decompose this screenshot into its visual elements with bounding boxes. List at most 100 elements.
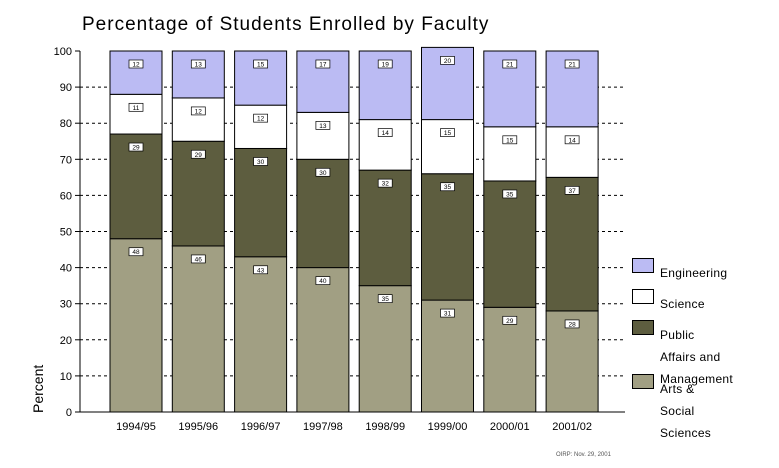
bar-segment bbox=[296, 158, 350, 269]
bar-segment bbox=[483, 306, 537, 413]
data-label: 31 bbox=[444, 311, 452, 318]
bar-segment bbox=[234, 147, 288, 258]
data-label: 19 bbox=[382, 62, 390, 69]
data-label: 12 bbox=[257, 116, 265, 123]
bar-segment bbox=[171, 245, 225, 413]
x-tick-label: 1997/98 bbox=[303, 421, 343, 433]
data-label-box bbox=[190, 106, 206, 116]
y-tick-label: 20 bbox=[60, 335, 72, 347]
data-label-box bbox=[440, 56, 455, 65]
data-label: 20 bbox=[444, 58, 452, 65]
data-label-box bbox=[315, 121, 331, 130]
bar-segment bbox=[234, 50, 288, 106]
x-tick-label: 1994/95 bbox=[116, 421, 156, 433]
y-axis-label: Percent bbox=[30, 365, 46, 413]
x-tick-label: 1998/99 bbox=[365, 421, 405, 433]
bar-segment bbox=[234, 104, 288, 149]
y-tick-label: 50 bbox=[60, 227, 72, 239]
data-label-box bbox=[502, 315, 518, 325]
data-label-box bbox=[377, 294, 393, 303]
data-label-box bbox=[377, 128, 393, 137]
data-label-box bbox=[128, 59, 144, 69]
data-label: 29 bbox=[132, 145, 140, 152]
data-label-box bbox=[440, 128, 455, 137]
y-tick-label: 100 bbox=[54, 46, 72, 58]
data-label: 13 bbox=[319, 123, 327, 130]
data-label: 17 bbox=[319, 62, 327, 69]
data-label: 30 bbox=[257, 159, 265, 166]
data-label: 48 bbox=[132, 249, 140, 256]
y-tick-label: 30 bbox=[60, 299, 72, 311]
x-tick-label: 2000/01 bbox=[490, 421, 530, 433]
y-tick-label: 90 bbox=[60, 82, 72, 94]
gridlines bbox=[80, 86, 625, 377]
data-label: 11 bbox=[133, 105, 140, 112]
bar-segment bbox=[296, 267, 350, 413]
data-label: 15 bbox=[257, 62, 265, 69]
bar-segment bbox=[171, 97, 225, 142]
data-label-box bbox=[564, 135, 580, 145]
data-label-box bbox=[377, 59, 393, 69]
data-label-box bbox=[253, 157, 268, 166]
bar-segment bbox=[421, 119, 474, 175]
y-tick-label: 40 bbox=[60, 263, 72, 275]
x-tick-label: 1996/97 bbox=[241, 421, 281, 433]
data-label-box bbox=[190, 59, 206, 69]
bars: 48 29 11 12 46 29 12 13 43 30 12 15 40 30 13 17 35 32 14 19… bbox=[109, 46, 599, 413]
data-label-box bbox=[440, 182, 455, 192]
data-label: 30 bbox=[319, 170, 327, 177]
bar-segment bbox=[109, 238, 163, 413]
bar-segment bbox=[109, 133, 163, 240]
data-label-box bbox=[502, 59, 518, 69]
data-label: 35 bbox=[382, 296, 390, 303]
data-label-box bbox=[315, 167, 331, 177]
chart-title: Percentage of Students Enrolled by Facul… bbox=[82, 14, 490, 35]
data-label-box bbox=[128, 102, 144, 112]
data-label: 28 bbox=[568, 321, 576, 328]
x-tick-label: 1999/00 bbox=[428, 421, 468, 433]
legend-swatch-arts bbox=[632, 374, 654, 389]
bar-segment bbox=[483, 180, 537, 308]
data-label-box bbox=[190, 149, 206, 159]
data-label: 14 bbox=[382, 130, 390, 137]
bar-segment bbox=[545, 176, 599, 312]
legend-label-science: Science bbox=[660, 297, 705, 311]
data-label-box bbox=[128, 247, 144, 257]
bar-segment bbox=[545, 126, 599, 178]
data-label: 14 bbox=[568, 137, 576, 144]
y-tick-label: 60 bbox=[60, 190, 72, 202]
data-label-box bbox=[377, 178, 393, 188]
legend-label-engineering: Engineering bbox=[660, 266, 728, 280]
legend-label-public-affairs: Public Affairs and Management bbox=[660, 328, 734, 386]
y-tick-label: 10 bbox=[60, 371, 72, 383]
source-footnote: OIRP: Nov. 29, 2001 bbox=[556, 452, 611, 458]
data-label: 32 bbox=[382, 181, 390, 188]
bar-segment bbox=[358, 119, 412, 171]
bar-segment bbox=[358, 285, 412, 413]
data-label: 35 bbox=[506, 191, 514, 198]
data-label-box bbox=[253, 59, 268, 69]
data-label: 43 bbox=[257, 267, 265, 274]
data-label-box bbox=[315, 59, 331, 69]
data-label-box bbox=[440, 308, 455, 318]
data-label-box bbox=[564, 59, 580, 69]
data-label: 12 bbox=[132, 62, 140, 69]
data-label: 35 bbox=[444, 184, 452, 191]
bar-segment bbox=[109, 50, 163, 95]
legend-swatch-public-affairs bbox=[632, 320, 654, 335]
data-label: 13 bbox=[195, 62, 203, 69]
data-label: 29 bbox=[195, 152, 203, 159]
data-label-box bbox=[502, 135, 518, 145]
data-label: 15 bbox=[506, 137, 514, 144]
bar-segment bbox=[171, 140, 225, 247]
data-label-box bbox=[564, 186, 580, 195]
bar-segment bbox=[109, 93, 163, 135]
bar-segment bbox=[234, 256, 288, 413]
data-label-box bbox=[253, 113, 268, 123]
y-tick-label: 0 bbox=[66, 407, 72, 419]
bar-segment bbox=[171, 50, 225, 99]
data-label: 21 bbox=[568, 62, 576, 69]
data-label: 46 bbox=[195, 256, 203, 263]
data-label: 21 bbox=[506, 62, 514, 69]
